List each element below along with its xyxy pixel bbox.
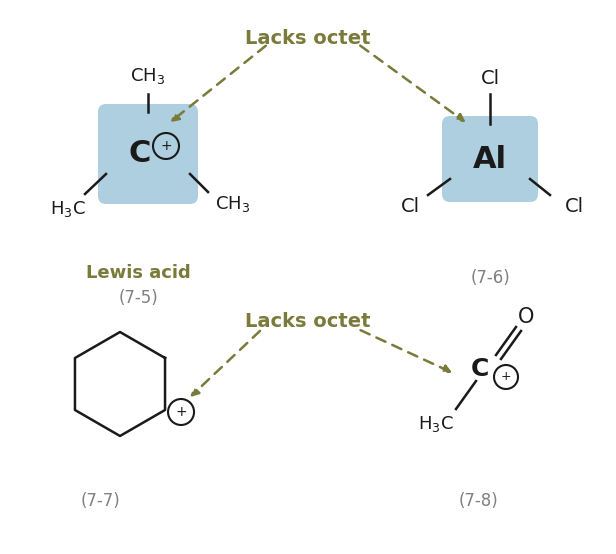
Text: (7-5): (7-5) bbox=[118, 289, 158, 307]
Text: Cl: Cl bbox=[400, 197, 419, 217]
Text: O: O bbox=[518, 307, 534, 327]
Text: C: C bbox=[129, 140, 151, 168]
Text: Lacks octet: Lacks octet bbox=[245, 312, 371, 331]
Text: Lewis acid: Lewis acid bbox=[86, 264, 190, 282]
Text: Al: Al bbox=[473, 145, 507, 173]
Text: C: C bbox=[471, 357, 489, 381]
Text: +: + bbox=[160, 139, 172, 153]
Text: CH$_3$: CH$_3$ bbox=[216, 194, 251, 214]
Text: (7-6): (7-6) bbox=[470, 269, 510, 287]
Text: (7-7): (7-7) bbox=[80, 492, 120, 510]
Text: +: + bbox=[175, 405, 187, 419]
FancyBboxPatch shape bbox=[98, 104, 198, 204]
Text: (7-8): (7-8) bbox=[458, 492, 498, 510]
Text: H$_3$C: H$_3$C bbox=[418, 414, 454, 434]
Text: H$_3$C: H$_3$C bbox=[50, 199, 86, 219]
FancyBboxPatch shape bbox=[442, 116, 538, 202]
Text: +: + bbox=[501, 371, 511, 383]
Text: Lacks octet: Lacks octet bbox=[245, 29, 371, 48]
Text: CH$_3$: CH$_3$ bbox=[131, 66, 166, 86]
Text: Cl: Cl bbox=[480, 69, 500, 89]
Text: Cl: Cl bbox=[565, 197, 584, 217]
